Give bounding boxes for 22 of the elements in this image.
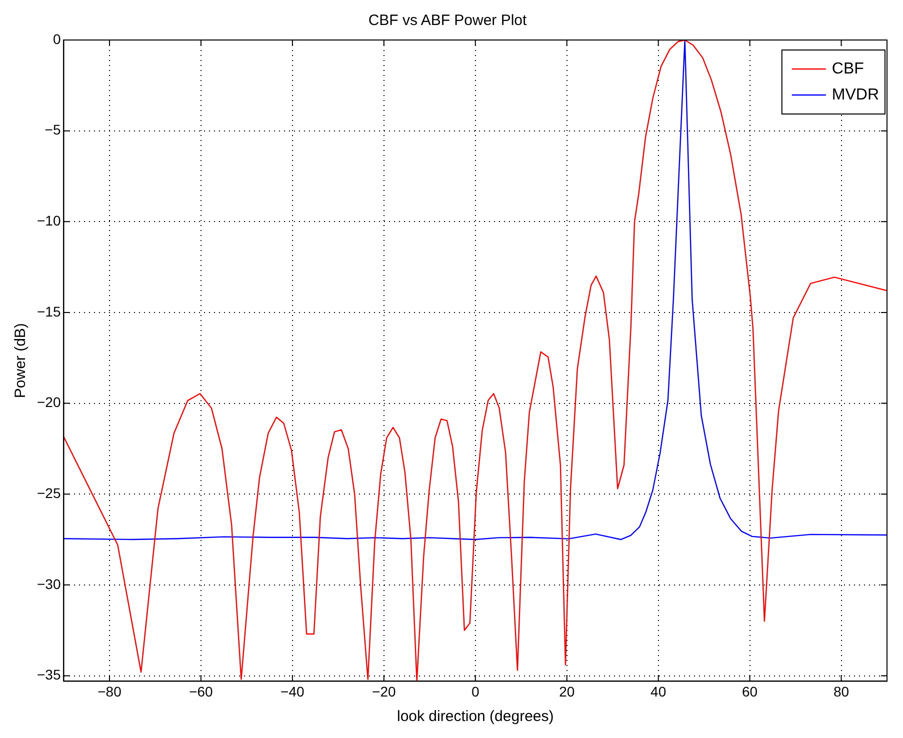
y-tick-label: −35 — [37, 666, 61, 683]
x-tick-label: 0 — [471, 683, 480, 700]
y-tick-label: −15 — [37, 303, 61, 320]
y-tick-label: −10 — [37, 212, 61, 228]
y-tick-label: −25 — [37, 484, 61, 501]
x-tick-label: −80 — [98, 683, 122, 700]
y-axis-title: Power (dB) — [12, 323, 30, 398]
y-tick-label: −20 — [37, 394, 61, 410]
x-tick-label: −60 — [189, 683, 214, 700]
x-axis-title: look direction (degrees) — [397, 708, 554, 726]
legend-label: MVDR — [832, 86, 879, 104]
x-tick-label: 80 — [833, 683, 850, 700]
x-tick-label: 20 — [559, 683, 575, 700]
y-tick-label: 0 — [52, 30, 61, 47]
x-tick-label: 40 — [650, 683, 666, 700]
legend-label: CBF — [832, 60, 864, 78]
x-tick-label: −40 — [280, 683, 305, 700]
y-tick-label: −5 — [44, 122, 61, 138]
x-tick-label: −20 — [372, 683, 396, 700]
x-tick-label: 60 — [742, 683, 758, 700]
y-tick-label: −30 — [37, 576, 61, 592]
chart-title: CBF vs ABF Power Plot — [368, 12, 528, 30]
